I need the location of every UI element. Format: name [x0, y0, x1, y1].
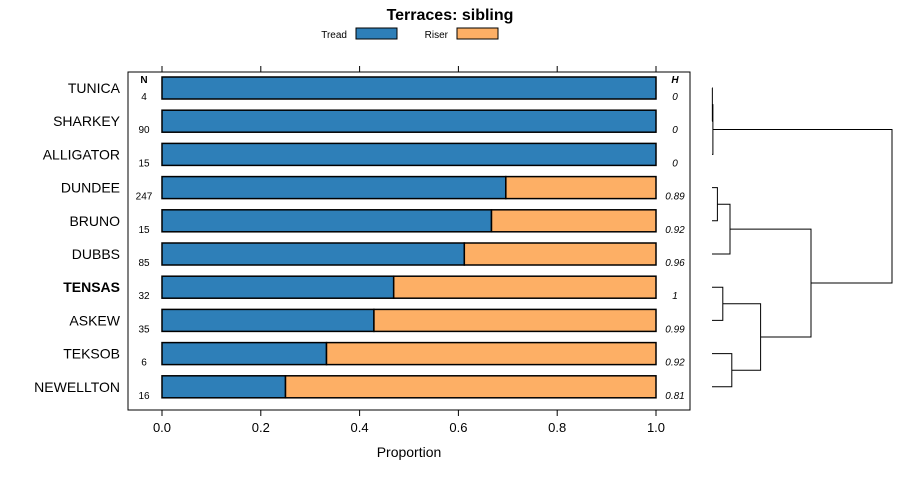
bar-tread-sharkey	[161, 109, 657, 133]
bar-riser-newellton	[284, 375, 657, 399]
category-label-dubbs: DUBBS	[72, 246, 120, 262]
bar-riser-dundee	[505, 175, 657, 200]
x-tick-label-3: 0.6	[449, 420, 467, 435]
dendrogram-link-7	[730, 228, 812, 338]
category-label-tensas: TENSAS	[63, 279, 120, 295]
dendrogram	[711, 87, 893, 388]
category-label-alligator: ALLIGATOR	[43, 146, 120, 162]
legend-label-riser: Riser	[425, 30, 449, 41]
dendrogram-link-8	[712, 129, 893, 284]
n-value-bruno: 15	[138, 225, 150, 236]
bar-riser-dubbs	[463, 242, 657, 266]
x-tick-label-4: 0.8	[548, 420, 566, 435]
h-value-tensas: 1	[672, 291, 678, 302]
h-column-header: H	[671, 75, 679, 86]
bar-tread-dubbs	[161, 242, 466, 266]
category-label-tunica: TUNICA	[68, 80, 121, 96]
category-labels: TUNICA 4 0 SHARKEY 90 0 ALLIGATOR 15 0 DUNDEE 247 0…	[34, 80, 685, 402]
bar-tread-dundee	[161, 175, 507, 200]
dendrogram-link-5	[712, 353, 733, 388]
legend-swatch-tread	[355, 27, 398, 40]
n-value-dubbs: 85	[138, 258, 150, 269]
category-label-newellton: NEWELLTON	[34, 379, 120, 395]
h-value-tunica: 0	[672, 92, 678, 103]
n-column-header: N	[140, 75, 147, 86]
category-label-teksob: TEKSOB	[63, 346, 120, 362]
x-tick-label-5: 1.0	[647, 420, 665, 435]
legend-swatch-riser	[456, 27, 499, 40]
n-value-tensas: 32	[138, 291, 150, 302]
n-value-alligator: 15	[138, 158, 150, 169]
h-value-bruno: 0.92	[665, 225, 685, 236]
h-value-dundee: 0.89	[665, 192, 685, 203]
h-value-askew: 0.99	[665, 324, 685, 335]
h-value-sharkey: 0	[672, 125, 678, 136]
category-label-bruno: BRUNO	[69, 213, 120, 229]
category-label-sharkey: SHARKEY	[53, 113, 121, 129]
h-value-alligator: 0	[672, 158, 678, 169]
x-tick-label-1: 0.2	[252, 420, 270, 435]
chart-title: Terraces: sibling	[387, 7, 514, 24]
n-value-newellton: 16	[138, 391, 150, 402]
bar-tread-tunica	[161, 76, 657, 100]
x-axis-title: Proportion	[377, 444, 442, 460]
bar-riser-askew	[373, 308, 657, 333]
n-value-sharkey: 90	[138, 125, 150, 136]
dendrogram-link-3	[712, 203, 731, 255]
dendrogram-link-4	[712, 286, 724, 321]
bar-tread-teksob	[161, 341, 328, 366]
h-value-teksob: 0.92	[665, 358, 685, 369]
bar-tread-newellton	[161, 375, 287, 399]
legend: Tread Riser	[321, 27, 499, 41]
bar-tread-tensas	[161, 275, 395, 299]
bar-tread-bruno	[161, 209, 493, 233]
bar-riser-tensas	[392, 275, 657, 299]
bar-tread-askew	[161, 308, 375, 333]
h-value-newellton: 0.81	[665, 391, 684, 402]
dendrogram-link-2	[712, 187, 718, 222]
legend-label-tread: Tread	[321, 30, 347, 41]
bar-tread-alligator	[161, 142, 657, 167]
bar-riser-teksob	[325, 341, 657, 366]
plot-frame	[127, 71, 691, 411]
x-tick-label-2: 0.4	[351, 420, 369, 435]
n-value-tunica: 4	[141, 92, 147, 103]
n-value-dundee: 247	[136, 192, 153, 203]
bars-group	[161, 76, 657, 399]
n-value-teksob: 6	[141, 358, 147, 369]
bar-riser-bruno	[490, 209, 657, 233]
dendrogram-link-6	[722, 303, 762, 371]
x-tick-label-0: 0.0	[153, 420, 171, 435]
h-value-dubbs: 0.96	[665, 258, 685, 269]
category-label-dundee: DUNDEE	[61, 180, 120, 196]
x-axis: 0.0 0.2 0.4 0.6 0.8 1.0	[153, 66, 665, 435]
n-value-askew: 35	[138, 324, 150, 335]
category-label-askew: ASKEW	[69, 312, 120, 328]
